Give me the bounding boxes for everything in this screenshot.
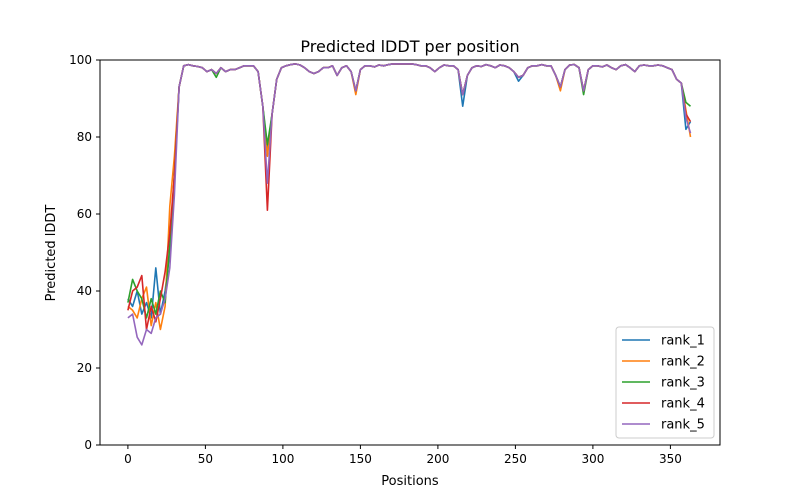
series-line-rank_3 — [127, 63, 692, 319]
series-line-rank_4 — [127, 63, 692, 331]
legend-label: rank_3 — [661, 376, 705, 391]
y-tick-label: 60 — [77, 207, 92, 221]
legend-box — [615, 326, 715, 439]
x-tick-label: 0 — [124, 452, 132, 466]
x-tick-label: 50 — [198, 452, 213, 466]
x-tick-label: 200 — [426, 452, 449, 466]
legend-label: rank_4 — [661, 397, 705, 412]
y-tick-label: 100 — [69, 53, 92, 67]
y-tick-label: 80 — [77, 130, 92, 144]
y-tick-label: 20 — [77, 361, 92, 375]
legend-label: rank_1 — [661, 334, 705, 349]
chart-title: Predicted lDDT per position — [300, 37, 519, 56]
x-tick-label: 150 — [349, 452, 372, 466]
series-line-rank_1 — [127, 63, 692, 319]
legend-label: rank_5 — [661, 418, 705, 433]
series-line-rank_5 — [127, 63, 692, 346]
legend-label: rank_2 — [661, 355, 705, 370]
plot-frame — [99, 59, 721, 446]
legend: rank_1 rank_2 rank_3 rank_4 rank_5 — [615, 326, 715, 439]
x-tick-label: 100 — [271, 452, 294, 466]
series-line-rank_2 — [127, 63, 692, 331]
series-lines — [127, 63, 692, 346]
x-axis-label: Positions — [381, 474, 439, 489]
y-tick-label: 0 — [84, 438, 92, 452]
x-tick-label: 250 — [504, 452, 527, 466]
x-tick-label: 350 — [659, 452, 682, 466]
y-tick-label: 40 — [77, 284, 92, 298]
y-axis-label: Predicted lDDT — [44, 205, 59, 302]
x-tick-label: 300 — [581, 452, 604, 466]
